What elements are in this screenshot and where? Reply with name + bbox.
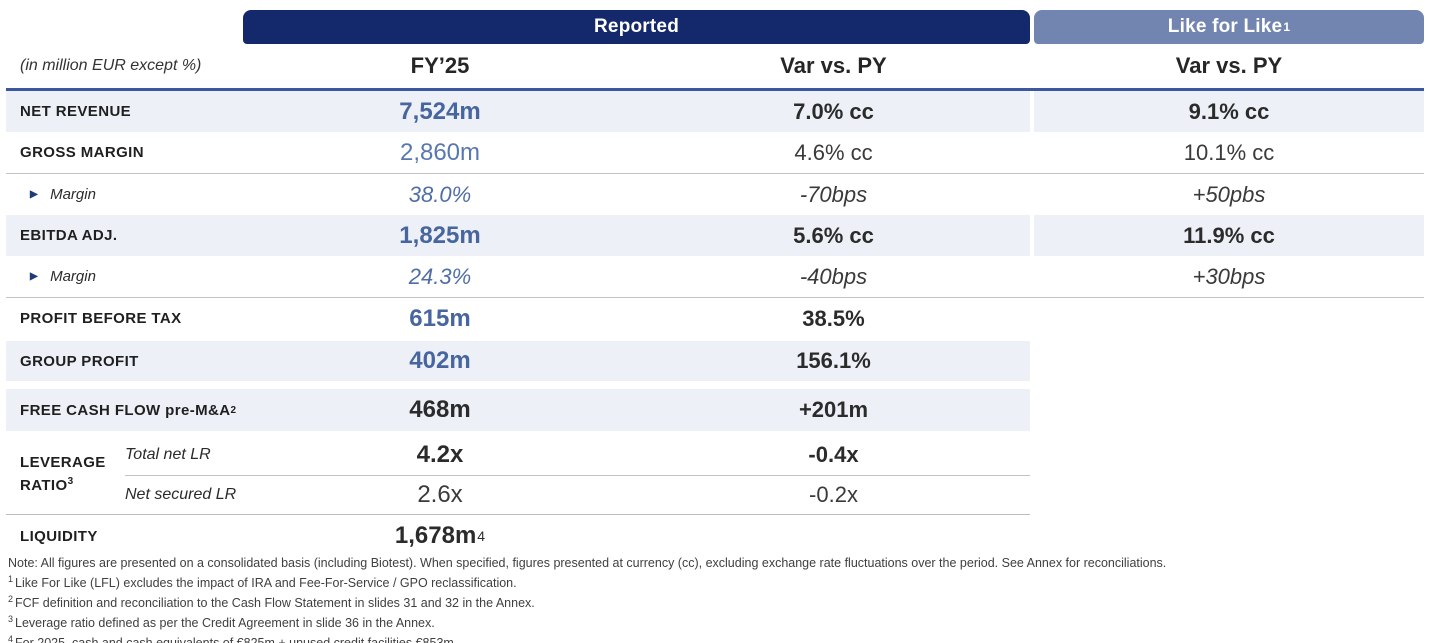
column-header-var-lfl: Var vs. PY xyxy=(1175,53,1283,78)
net-revenue-fy25-value: 7,524m xyxy=(243,91,637,132)
reported-section-header: Reported xyxy=(243,10,1030,44)
net-secured-lr-label: Net secured LR xyxy=(125,486,237,503)
group-profit-var-lfl-empty xyxy=(1034,341,1424,381)
ebitda-margin-pct-var-lfl: +30bps xyxy=(1192,263,1266,289)
profit-before-tax-var-lfl-empty xyxy=(1034,298,1424,339)
group-profit-label: GROUP PROFIT xyxy=(6,341,243,381)
total-net-lr-var-lfl-empty xyxy=(1034,435,1424,475)
table-row-liquidity: LIQUIDITY 1,678m 4 xyxy=(6,515,1424,557)
liquidity-var-lfl-empty xyxy=(1034,515,1424,557)
liquidity-fy25-value: 1,678m 4 xyxy=(394,522,486,549)
free-cash-flow-label: FREE CASH FLOW pre-M&A 2 xyxy=(6,389,243,431)
ebitda-adj-label: EBITDA ADJ. xyxy=(6,215,243,256)
triangle-bullet-icon: ▶ xyxy=(30,271,39,282)
liquidity-var-reported-empty xyxy=(637,515,1030,557)
table-row-net-revenue: NET REVENUE 7,524m 7.0% cc 9.1% cc xyxy=(6,91,1424,132)
free-cash-flow-var-lfl-empty xyxy=(1034,389,1424,431)
table-row-gross-margin-pct: ▶ Margin 38.0% -70bps +50pbs xyxy=(6,173,1424,215)
table-row-total-net-lr: Total net LR 4.2x -0.4x xyxy=(6,435,1424,475)
ebitda-adj-fy25-value: 1,825m xyxy=(243,215,637,256)
gross-margin-pct-label: ▶ Margin xyxy=(30,186,96,203)
results-table: Reported Like for Like 1 (in million EUR … xyxy=(6,10,1424,557)
footnote-4: 4 For 2025, cash and cash equivalents of … xyxy=(8,633,458,643)
leverage-ratio-section: LEVERAGE RATIO3 Total net LR 4.2x -0.4x … xyxy=(6,435,1424,514)
ebitda-margin-pct-label: ▶ Margin xyxy=(30,268,96,285)
column-header-fy25: FY’25 xyxy=(410,53,470,78)
triangle-bullet-icon: ▶ xyxy=(30,189,39,200)
free-cash-flow-var-reported: +201m xyxy=(637,389,1030,431)
leverage-sub-divider xyxy=(125,475,1030,476)
gross-margin-var-lfl: 10.1% cc xyxy=(1183,139,1275,165)
net-revenue-var-reported: 7.0% cc xyxy=(637,91,1030,132)
table-row-ebitda-adj: EBITDA ADJ. 1,825m 5.6% cc 11.9% cc xyxy=(6,215,1424,256)
profit-before-tax-fy25-value: 615m xyxy=(409,304,471,332)
liquidity-label: LIQUIDITY xyxy=(20,527,98,545)
liquidity-top-rule xyxy=(6,514,1030,515)
fcf-footnote-marker: 2 xyxy=(230,404,237,416)
liquidity-footnote-marker: 4 xyxy=(477,528,486,544)
gross-margin-pct-var-lfl: +50pbs xyxy=(1192,181,1266,207)
free-cash-flow-fy25-value: 468m xyxy=(243,389,637,431)
footnote-2: 2 FCF definition and reconciliation to th… xyxy=(8,593,535,610)
ebitda-margin-pct-fy25-value: 24.3% xyxy=(408,263,472,289)
table-row-gross-margin: GROSS MARGIN 2,860m 4.6% cc 10.1% cc xyxy=(6,132,1424,173)
ebitda-adj-var-reported: 5.6% cc xyxy=(637,215,1030,256)
table-row-net-secured-lr: Net secured LR 2.6x -0.2x xyxy=(6,476,1424,514)
profit-before-tax-label: PROFIT BEFORE TAX xyxy=(20,310,182,327)
ebitda-margin-pct-var-reported: -40bps xyxy=(799,263,868,289)
gross-margin-fy25-value: 2,860m xyxy=(399,138,481,166)
group-profit-fy25-value: 402m xyxy=(243,341,637,381)
lfl-label: Like for Like xyxy=(1167,16,1283,37)
gross-margin-label: GROSS MARGIN xyxy=(20,144,144,161)
gross-margin-var-reported: 4.6% cc xyxy=(794,139,873,165)
gross-margin-pct-var-reported: -70bps xyxy=(799,181,868,207)
total-net-lr-label: Total net LR xyxy=(125,446,211,463)
total-net-lr-var-reported: -0.4x xyxy=(808,442,859,467)
leverage-footnote-marker: 3 xyxy=(67,476,74,487)
footnotes: Note: All figures are presented on a con… xyxy=(8,556,1428,643)
lfl-footnote-marker: 1 xyxy=(1283,20,1291,34)
table-row-group-profit: GROUP PROFIT 402m 156.1% xyxy=(6,341,1424,381)
net-revenue-var-lfl: 9.1% cc xyxy=(1034,91,1424,132)
column-header-var-reported: Var vs. PY xyxy=(780,53,887,78)
table-row-ebitda-margin-pct: ▶ Margin 24.3% -40bps +30bps xyxy=(6,256,1424,297)
profit-before-tax-var-reported: 38.5% xyxy=(802,305,865,331)
like-for-like-section-header: Like for Like 1 xyxy=(1034,10,1424,44)
column-header-row: (in million EUR except %) FY’25 Var vs. … xyxy=(6,44,1424,91)
table-row-profit-before-tax: PROFIT BEFORE TAX 615m 38.5% xyxy=(6,297,1424,339)
units-note: (in million EUR except %) xyxy=(20,57,202,74)
gross-margin-pct-fy25-value: 38.0% xyxy=(408,181,472,207)
net-revenue-label: NET REVENUE xyxy=(6,91,243,132)
consolidation-note: Note: All figures are presented on a con… xyxy=(8,556,1167,570)
banner-row: Reported Like for Like 1 xyxy=(6,10,1424,44)
leverage-ratio-label: LEVERAGE RATIO3 xyxy=(20,454,106,494)
reported-label: Reported xyxy=(594,16,679,37)
net-secured-lr-var-reported: -0.2x xyxy=(809,482,858,507)
ebitda-adj-var-lfl: 11.9% cc xyxy=(1034,215,1424,256)
total-net-lr-fy25-value: 4.2x xyxy=(416,441,464,468)
footnote-1: 1 Like For Like (LFL) excludes the impact… xyxy=(8,573,517,590)
net-secured-lr-fy25-value: 2.6x xyxy=(417,481,463,508)
net-secured-lr-var-lfl-empty xyxy=(1034,476,1424,514)
group-profit-var-reported: 156.1% xyxy=(637,341,1030,381)
footnote-3: 3 Leverage ratio defined as per the Credi… xyxy=(8,613,435,630)
table-row-free-cash-flow: FREE CASH FLOW pre-M&A 2 468m +201m xyxy=(6,389,1424,431)
